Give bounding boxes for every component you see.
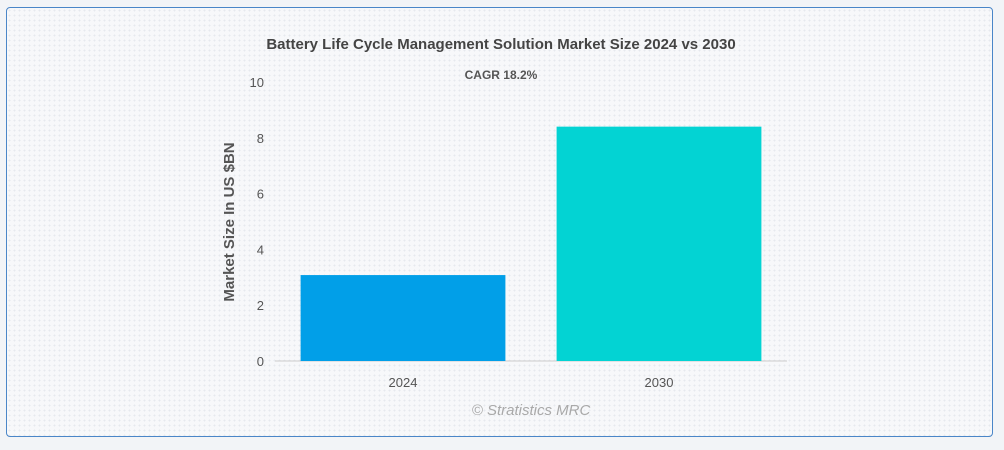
chart-frame <box>6 7 993 437</box>
y-tick-label: 2 <box>257 298 264 313</box>
y-axis-label: Market Size In US $BN <box>221 142 238 301</box>
x-axis-ticks: 2024 2030 <box>389 375 674 390</box>
y-tick-label: 6 <box>257 187 264 202</box>
x-tick-label: 2030 <box>645 375 674 390</box>
chart-title: Battery Life Cycle Management Solution M… <box>266 36 735 53</box>
bar-2030 <box>556 126 762 361</box>
y-tick-label: 0 <box>257 354 264 369</box>
x-tick-label: 2024 <box>389 375 418 390</box>
chart-subtitle: CAGR 18.2% <box>465 68 538 82</box>
y-tick-label: 10 <box>250 75 264 90</box>
credit-text: © Stratistics MRC <box>472 402 591 419</box>
y-tick-label: 8 <box>257 131 264 146</box>
bars <box>300 126 762 361</box>
bar-2024 <box>300 275 506 361</box>
y-axis-ticks: 0 2 4 6 8 10 <box>250 75 264 369</box>
y-tick-label: 4 <box>257 242 264 257</box>
